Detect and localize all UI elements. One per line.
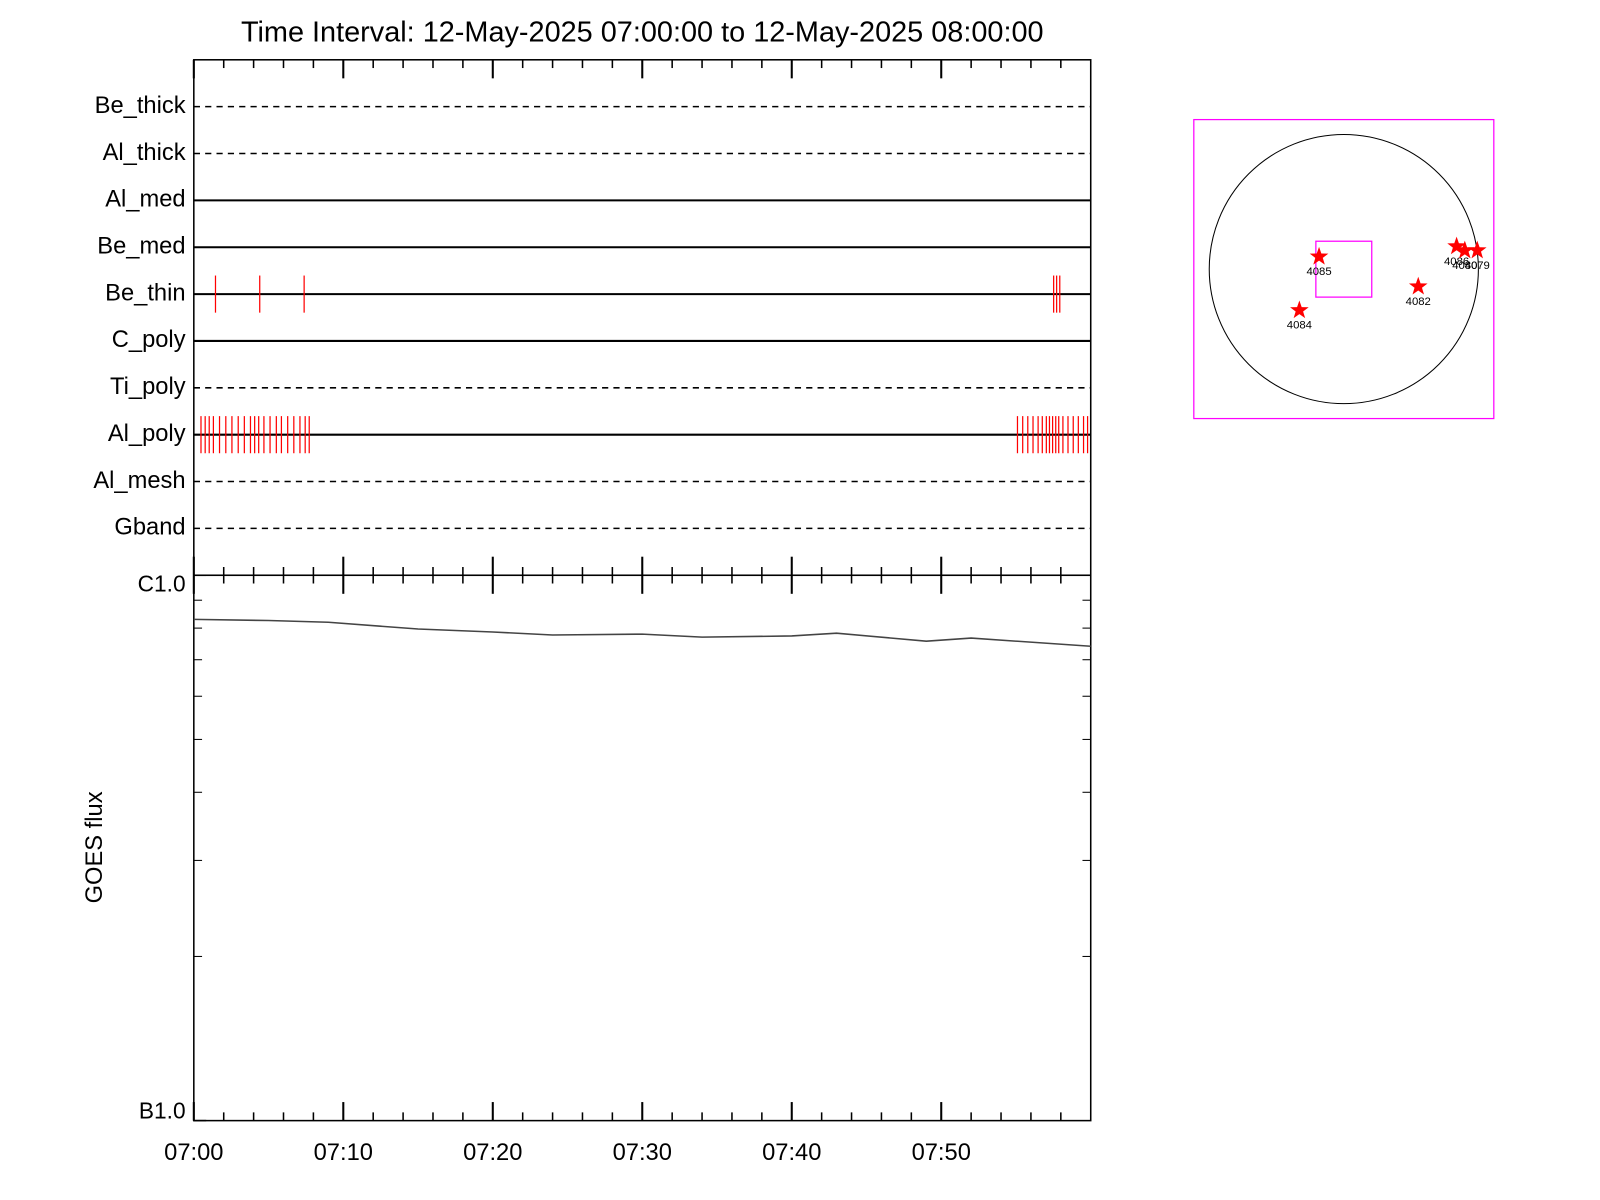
goes-line	[193, 618, 1091, 648]
region-label: 4086	[1444, 256, 1469, 268]
x-tick-label: 07:20	[463, 1140, 522, 1166]
y-axis-label: GOES flux	[82, 791, 108, 903]
region-label: 4082	[1406, 296, 1431, 308]
fov-box	[1315, 240, 1373, 298]
region-marker	[1309, 246, 1329, 265]
filter-label: Ti_poly	[110, 374, 186, 400]
x-tick-label: 07:40	[762, 1140, 821, 1166]
filter-label: Be_thin	[105, 280, 185, 306]
y-tick-label: B1.0	[139, 1097, 186, 1123]
region-label: 4085	[1306, 266, 1331, 278]
x-tick-label: 07:00	[164, 1140, 223, 1166]
x-tick-label: 07:50	[912, 1140, 971, 1166]
filter-label: Al_thick	[103, 140, 186, 166]
region-marker	[1408, 276, 1428, 295]
x-tick-label: 07:10	[314, 1140, 373, 1166]
region-marker	[1290, 300, 1309, 319]
region-label: 4079	[1465, 260, 1490, 272]
map-frame	[1193, 118, 1495, 420]
filter-label: Gband	[114, 515, 185, 541]
filter-label: Al_poly	[108, 421, 186, 447]
filter-label: C_poly	[112, 327, 186, 353]
filter-label: Al_med	[105, 187, 185, 213]
region-marker	[1447, 236, 1466, 255]
chart-title: Time Interval: 12-May-2025 07:00:00 to 1…	[241, 17, 1044, 49]
filter-label: Be_thick	[95, 93, 186, 119]
filter-label: Be_med	[97, 234, 185, 260]
y-tick-label: C1.0	[138, 571, 186, 597]
solar-limb	[1208, 133, 1479, 405]
region-label: 4084	[1287, 320, 1312, 332]
x-tick-label: 07:30	[613, 1140, 672, 1166]
region-label: 4080	[1452, 260, 1477, 272]
region-marker	[1455, 240, 1475, 259]
filter-label: Al_mesh	[93, 468, 185, 494]
region-marker	[1467, 240, 1487, 259]
